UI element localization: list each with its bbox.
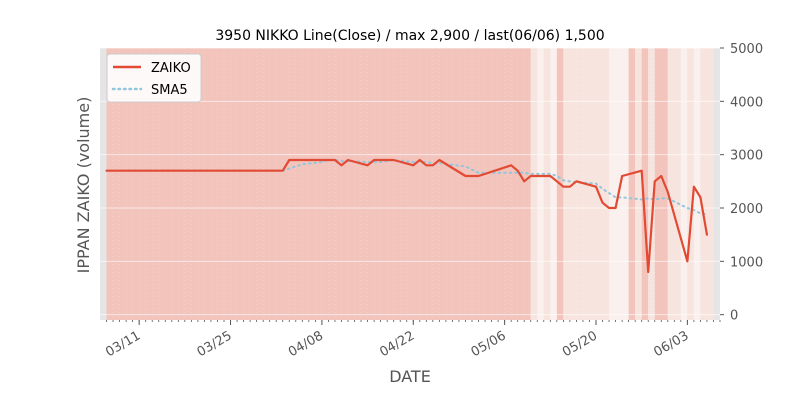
y-tick-label-0: 0	[730, 309, 738, 324]
background-band-4	[550, 48, 557, 320]
background-band-2	[537, 48, 544, 320]
x-axis: 03/11 03/25 04/08 04/22 05/06 05/20 06/03	[103, 320, 721, 360]
background-band-7	[609, 48, 629, 320]
background-band-12	[654, 48, 668, 320]
y-tick-label-3: 3000	[730, 149, 763, 164]
background-band-9	[635, 48, 642, 320]
background-band-3	[543, 48, 551, 320]
y-tick-label-2: 2000	[730, 202, 763, 217]
background-band-15	[687, 48, 694, 320]
x-tick-label-2: 04/08	[286, 328, 326, 360]
series-line-zaiko	[105, 158, 709, 274]
background-band-10	[641, 48, 649, 320]
background-band-11	[648, 48, 655, 320]
x-tick-label-1: 03/25	[195, 328, 235, 360]
y-axis-label: IPPAN ZAIKO (volume)	[74, 97, 93, 274]
series-lines	[105, 158, 709, 274]
background-band-16	[693, 48, 701, 320]
background-band-13	[667, 48, 681, 320]
x-tick-label-0: 03/11	[103, 328, 143, 360]
legend-label-zaiko: ZAIKO	[151, 61, 191, 76]
background-band-1	[530, 48, 538, 320]
y-tick-label-4: 4000	[730, 95, 763, 110]
x-tick-label-5: 05/20	[560, 328, 600, 360]
x-axis-label: DATE	[389, 367, 431, 386]
legend: ZAIKO SMA5	[106, 53, 202, 103]
y-axis: 0 1000 2000 3000 4000 5000	[720, 42, 763, 324]
y-tick-label-1: 1000	[730, 255, 763, 270]
background-band-8	[628, 48, 636, 320]
chart-title: 3950 NIKKO Line(Close) / max 2,900 / las…	[215, 28, 604, 44]
x-tick-label-6: 06/03	[651, 328, 691, 360]
background-band-17	[700, 48, 714, 320]
background-band-14	[680, 48, 688, 320]
y-tick-label-5: 5000	[730, 42, 763, 57]
x-tick-label-3: 04/22	[377, 328, 417, 360]
x-tick-label-4: 05/06	[469, 328, 509, 360]
legend-label-sma5: SMA5	[151, 83, 188, 98]
